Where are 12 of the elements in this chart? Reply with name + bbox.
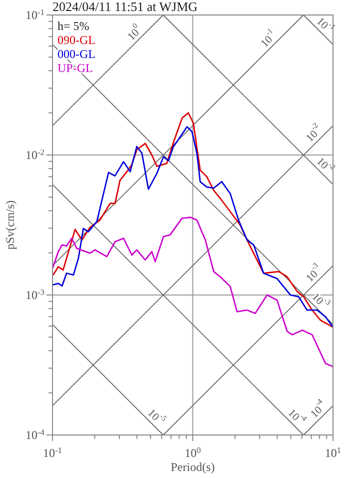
legend-title: h= 5%	[58, 19, 90, 33]
y-tick-label: 10$^{-1}$	[26, 8, 44, 22]
x-tick-label: 10$^{1}$	[324, 446, 342, 460]
y-tick-label: 10$^{-2}$	[26, 148, 44, 162]
chart-title: 2024/04/11 11:51 at WJMG	[52, 0, 198, 14]
y-tick-label: 10$^{-4}$	[26, 428, 46, 442]
x-tick-label: 10$^{0}$	[184, 446, 201, 460]
x-axis-title: Period(s)	[170, 460, 215, 474]
y-axis-title: pSv(cm/s)	[3, 200, 17, 250]
x-tick-label: 10$^{-1}$	[43, 446, 62, 460]
y-tick-label: 10$^{-3}$	[26, 288, 44, 302]
text: 090-GL	[58, 33, 96, 47]
